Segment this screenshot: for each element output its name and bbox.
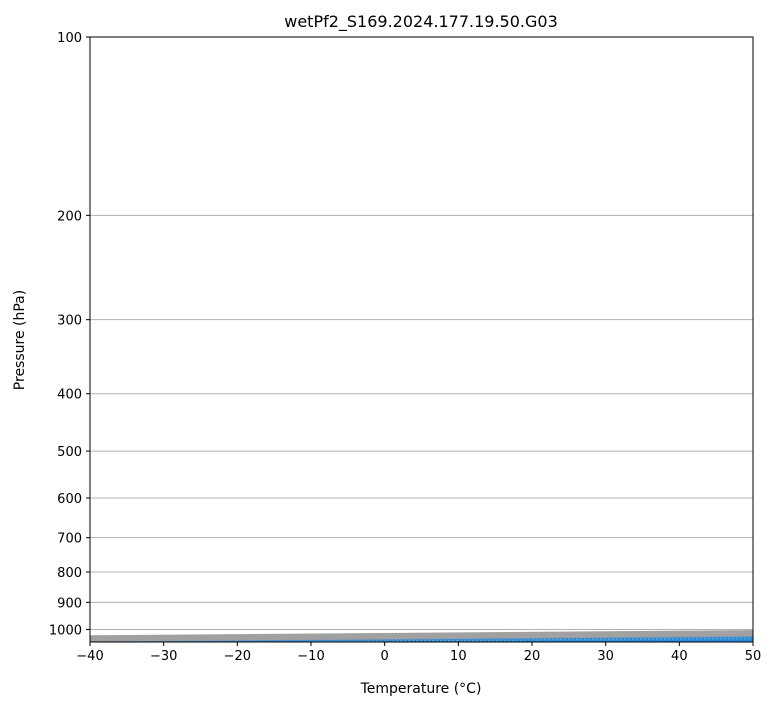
x-tick-label: −20: [224, 649, 251, 664]
x-tick-label: 30: [597, 649, 614, 664]
pressure-grid: [90, 37, 753, 630]
plot-frame: [89, 36, 754, 643]
y-tick-label: 700: [57, 532, 82, 547]
x-tick-label: −40: [76, 649, 103, 664]
plot-area: [90, 37, 753, 642]
y-tick-label: 100: [57, 31, 82, 46]
chart-title: wetPf2_S169.2024.177.19.50.G03: [284, 12, 558, 32]
x-tick-label: −30: [150, 649, 177, 664]
y-tick-label: 600: [57, 492, 82, 507]
y-tick-label: 1000: [49, 623, 82, 638]
y-tick-label: 400: [57, 388, 82, 403]
x-tick-label: 40: [671, 649, 688, 664]
y-tick-label: 900: [57, 596, 82, 611]
y-tick-label: 200: [57, 209, 82, 224]
x-tick-label: 50: [745, 649, 762, 664]
x-axis: −40 −30 −20 −10 0 10 20 30 40 50: [76, 642, 761, 664]
y-axis-label: Pressure (hPa): [12, 290, 28, 390]
y-axis: 100 200 300 400 500 600 700 800 900 1000: [49, 31, 90, 638]
x-tick-label: 20: [524, 649, 541, 664]
x-tick-label: 10: [450, 649, 467, 664]
y-tick-label: 800: [57, 566, 82, 581]
x-tick-label: −10: [297, 649, 324, 664]
x-axis-label: Temperature (°C): [360, 681, 482, 697]
x-tick-label: 0: [381, 649, 389, 664]
y-tick-label: 300: [57, 314, 82, 329]
y-tick-label: 500: [57, 445, 82, 460]
